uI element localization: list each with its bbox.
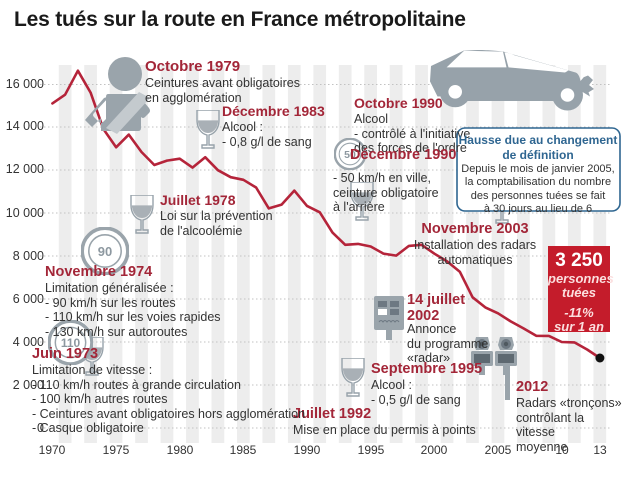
svg-text:90: 90 <box>98 244 112 259</box>
